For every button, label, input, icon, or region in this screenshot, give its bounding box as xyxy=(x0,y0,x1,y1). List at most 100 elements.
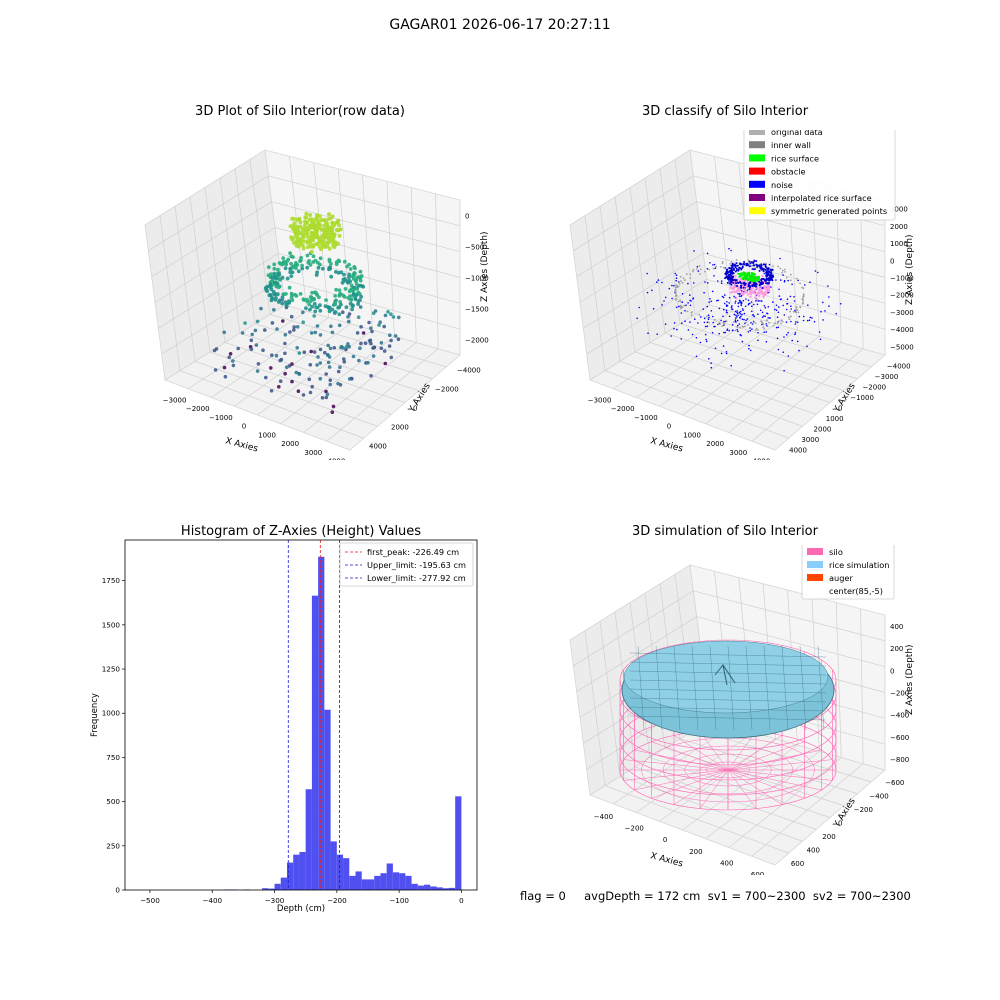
noise-point xyxy=(765,282,767,285)
wall-point xyxy=(677,300,680,303)
y-tick-label: 400 xyxy=(807,847,820,855)
y-tick-label: −1000 xyxy=(850,394,874,402)
data-point xyxy=(307,217,312,222)
noise-point xyxy=(690,300,692,302)
interpolated-point xyxy=(744,291,747,294)
rice-surface-point xyxy=(755,277,758,280)
histogram-bar xyxy=(411,883,418,890)
interpolated-point xyxy=(746,290,749,294)
noise-point xyxy=(728,275,730,278)
histogram-bar xyxy=(455,796,462,890)
data-point xyxy=(231,359,235,363)
x-tick-label: −300 xyxy=(265,896,285,905)
grid-line xyxy=(696,201,886,253)
noise-point xyxy=(738,263,741,265)
noise-point xyxy=(735,282,737,285)
wall-point xyxy=(763,327,766,330)
data-point xyxy=(361,331,366,335)
noise-point xyxy=(767,277,770,280)
noise-point xyxy=(743,312,746,315)
data-point xyxy=(272,308,276,312)
noise-point xyxy=(767,306,770,308)
noise-point xyxy=(728,329,730,332)
noise-point xyxy=(751,310,753,313)
grid-line xyxy=(751,348,864,442)
noise-point xyxy=(785,334,788,336)
legend-label: auger xyxy=(829,573,853,583)
data-point xyxy=(314,231,319,236)
noise-point xyxy=(722,296,725,299)
noise-point xyxy=(730,249,732,252)
noise-point xyxy=(732,329,734,332)
wall-point xyxy=(762,323,765,326)
noise-point xyxy=(771,268,774,271)
wall-point xyxy=(679,275,682,278)
wall-point xyxy=(747,324,749,326)
data-point xyxy=(301,393,306,397)
noise-point xyxy=(780,279,782,281)
noise-point xyxy=(746,262,749,265)
noise-point xyxy=(740,315,742,318)
data-point xyxy=(315,224,320,229)
noise-point xyxy=(714,347,717,350)
noise-point xyxy=(736,319,739,322)
wall-point xyxy=(781,320,784,323)
data-point xyxy=(301,320,305,324)
rice-mesh-line xyxy=(781,645,789,731)
data-point xyxy=(236,346,240,351)
data-point xyxy=(305,253,310,258)
noise-point xyxy=(745,298,747,300)
rice-mesh-line xyxy=(763,645,771,731)
noise-point xyxy=(723,331,725,334)
data-point xyxy=(329,262,333,266)
interpolated-point xyxy=(729,286,732,289)
noise-point xyxy=(737,314,739,317)
data-point xyxy=(338,365,342,369)
data-point xyxy=(295,241,299,245)
data-point xyxy=(382,324,386,329)
x-tick-label: 4000 xyxy=(753,458,771,460)
status-line: flag = 0 avgDepth = 172 cm sv1 = 700~230… xyxy=(520,889,911,903)
x-tick-label: 0 xyxy=(663,836,667,844)
z-axis-label: Z Axies (Depth) xyxy=(905,644,915,715)
noise-point xyxy=(794,323,797,325)
data-point xyxy=(329,274,334,279)
noise-point xyxy=(764,269,767,271)
data-point xyxy=(328,378,333,382)
data-point xyxy=(296,237,301,242)
noise-point xyxy=(749,349,752,352)
x-tick-label: 1000 xyxy=(258,431,276,439)
noise-point xyxy=(743,261,746,263)
data-point xyxy=(333,294,337,298)
data-point xyxy=(309,349,313,354)
noise-point xyxy=(676,328,678,331)
noise-point xyxy=(783,336,785,338)
data-point xyxy=(284,262,288,267)
noise-point xyxy=(673,285,675,287)
data-point xyxy=(288,224,293,229)
histogram-bar xyxy=(361,879,368,890)
wall-point xyxy=(730,261,733,263)
noise-point xyxy=(675,306,678,309)
noise-point xyxy=(757,264,760,267)
data-point xyxy=(288,251,292,255)
histogram-bar xyxy=(268,888,275,890)
data-point xyxy=(276,267,280,272)
noise-point xyxy=(765,341,768,343)
interpolated-point xyxy=(764,293,767,296)
data-point xyxy=(309,331,314,335)
interpolated-point xyxy=(754,288,757,292)
noise-point xyxy=(806,345,808,347)
data-point xyxy=(330,227,335,232)
data-point xyxy=(389,312,393,316)
noise-point xyxy=(740,301,743,303)
data-point xyxy=(344,305,349,310)
z-tick-label: −400 xyxy=(890,712,909,720)
data-point xyxy=(327,266,332,271)
y-tick-label: 1000 xyxy=(826,415,844,423)
noise-point xyxy=(753,315,756,318)
data-point xyxy=(275,281,280,286)
wall-point xyxy=(778,320,780,323)
data-point xyxy=(315,270,319,275)
rice-surface-point xyxy=(750,272,753,275)
